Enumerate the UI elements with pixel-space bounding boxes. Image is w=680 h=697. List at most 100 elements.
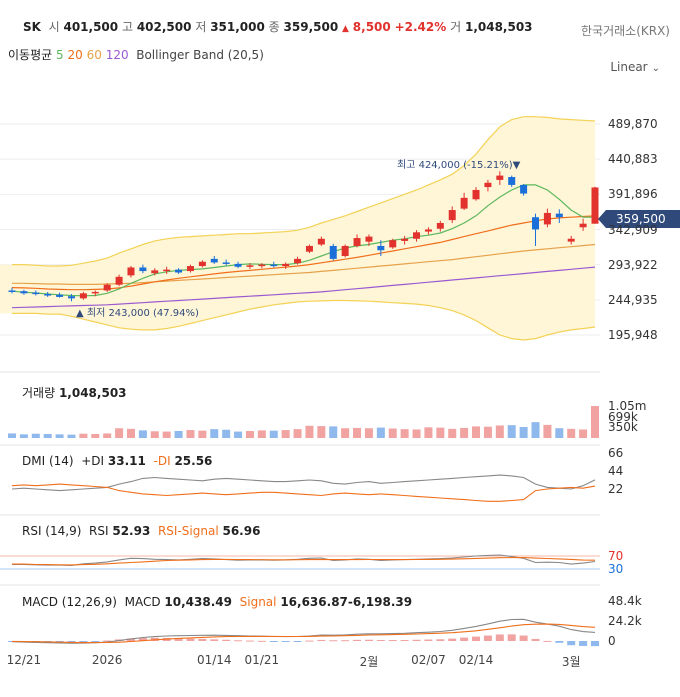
volume-bar (31, 433, 40, 438)
volume-bar (376, 427, 385, 438)
macd-value: 10,438.49 (164, 595, 232, 609)
candle-body (20, 291, 28, 294)
candle-body (163, 269, 171, 272)
candle-body (305, 245, 313, 252)
volume-bar (483, 426, 492, 438)
change-up-icon: ▲ (342, 24, 349, 34)
macd-histogram-bar (305, 640, 314, 642)
moving-average-legend: 이동평균 5 20 60 120 Bollinger Band (20,5) (8, 46, 264, 63)
candle-body (377, 245, 385, 251)
volume-bar (269, 430, 278, 438)
volume-bar (293, 429, 302, 438)
rsi-panel-name: RSI (14,9) (22, 524, 82, 538)
x-tick-2: 01/14 (196, 653, 232, 667)
macd-histogram-bar (210, 639, 219, 641)
macd-histogram-bar (79, 641, 88, 642)
rsi-signal-line (12, 557, 596, 566)
macd-histogram-bar (67, 641, 76, 642)
volume-bar (174, 430, 183, 438)
volume-bar (257, 430, 266, 438)
volume-bar (19, 434, 28, 438)
macd-histogram-bar (543, 640, 552, 642)
candle-body (389, 240, 397, 248)
macd-histogram-bar (436, 639, 445, 641)
volume-bar (150, 431, 159, 438)
volume-bar (388, 428, 397, 438)
candle-body (591, 187, 599, 224)
candle-body (67, 296, 75, 299)
ma5-line (11, 184, 595, 297)
x-axis: 12/21 2026 01/14 01/21 2월 02/07 02/14 3월 (0, 653, 600, 669)
price-tick-2: 391,896 (608, 187, 658, 202)
candle-body (401, 238, 409, 241)
dmi-panel-title: DMI (14) +DI 33.11 -DI 25.56 (22, 454, 212, 468)
volume-bar (341, 428, 350, 438)
candle-body (258, 264, 266, 267)
candle-body (567, 238, 575, 242)
macd-histogram-bar (388, 640, 397, 642)
candle-body (472, 189, 480, 200)
price-axis: 489,870 440,883 391,896 342,909 293,922 244,9… (602, 0, 680, 697)
scale-selector[interactable]: Linear ⌄ (610, 60, 660, 74)
candle-body (353, 238, 361, 246)
volume-bar (436, 427, 445, 438)
candle-body (460, 197, 468, 209)
ma-label: 이동평균 (8, 48, 53, 62)
macd-hist-value: -6,198.39 (347, 595, 413, 609)
candle-body (555, 213, 563, 218)
candle-body (317, 238, 325, 245)
candle-body (198, 261, 206, 267)
price-tick-0: 489,870 (608, 117, 658, 131)
macd-histogram-bar (400, 640, 409, 642)
volume-bar (519, 427, 528, 438)
volume-bar (210, 429, 219, 438)
macd-histogram-bar (448, 638, 457, 641)
volume-bar (460, 427, 469, 438)
macd-histogram-bar (376, 640, 385, 642)
candle-body (448, 210, 456, 221)
scale-label: Linear (610, 60, 648, 74)
macd-histogram-bar (198, 638, 207, 641)
dmi-tick-2: 22 (608, 482, 624, 496)
candle-body (520, 184, 528, 194)
macd-histogram-bar (317, 639, 326, 641)
bollinger-lower-line (12, 299, 596, 341)
volume-bar (531, 422, 540, 438)
current-price-tag: 359,500 (598, 210, 680, 228)
macd-histogram-bar (329, 640, 338, 642)
candle-body (151, 270, 159, 274)
ma120-label: 120 (105, 48, 129, 62)
macd-panel-name: MACD (12,26,9) (22, 595, 117, 609)
indicator-axes: 1.05m 699k 350k 66 44 22 70 30 48.4k 24.2k 0 (602, 0, 680, 697)
volume-bar (364, 428, 373, 438)
rsi-line (12, 554, 596, 566)
open-label: 시 (48, 20, 60, 34)
macd-histogram-bar (174, 638, 183, 641)
volume-bar (400, 429, 409, 438)
volume-bar (103, 433, 112, 438)
candle-body (413, 232, 421, 239)
volume-value: 1,048,503 (464, 20, 533, 34)
candle-body (186, 266, 194, 272)
pdi-value: 33.11 (107, 454, 146, 468)
ma5-label: 5 (56, 48, 64, 62)
change-percent: +2.42% (394, 20, 447, 34)
macd-line (11, 618, 596, 644)
bollinger-upper-line (12, 116, 596, 267)
macd-histogram-bar (245, 640, 254, 642)
price-tick-1: 440,883 (608, 152, 658, 167)
volume-bar (281, 430, 290, 438)
macd-histogram-bar (234, 640, 243, 642)
macd-panel-title: MACD (12,26,9) MACD 10,438.49 Signal 16,… (22, 595, 412, 609)
dmi-tick-0: 66 (608, 446, 624, 460)
macd-histogram-bar (91, 641, 100, 642)
macd-histogram-bar (222, 639, 231, 641)
volume-bar (567, 428, 576, 438)
candle-body (270, 264, 278, 267)
macd-histogram-bar (412, 639, 421, 641)
volume-bar (67, 434, 76, 438)
volume-bar (186, 430, 195, 438)
candle-body (543, 212, 551, 225)
candle-body (484, 182, 492, 188)
